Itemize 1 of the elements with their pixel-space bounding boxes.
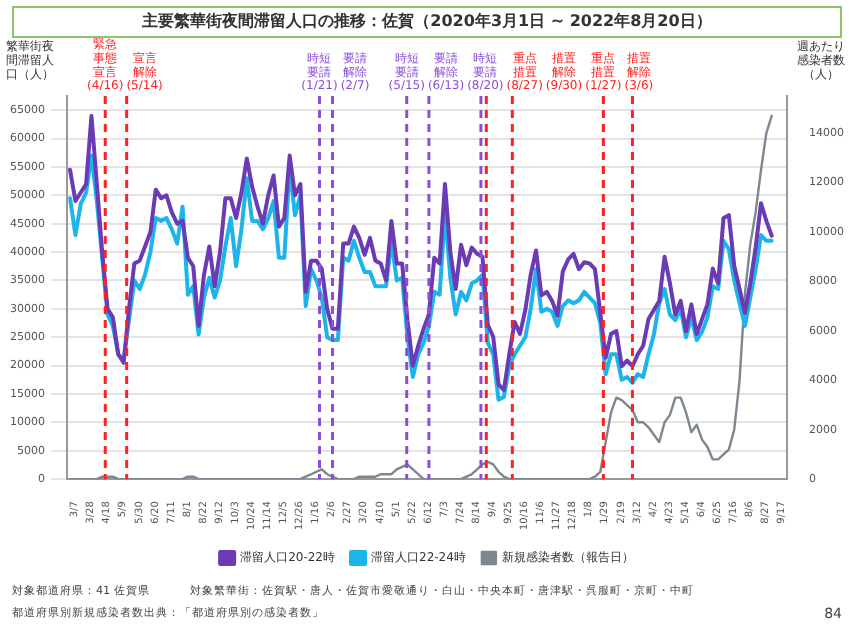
- chart-title: 主要繁華街夜間滞留人口の推移：佐賀（2020年3月1日 ~ 2022年8月20日）: [12, 6, 842, 38]
